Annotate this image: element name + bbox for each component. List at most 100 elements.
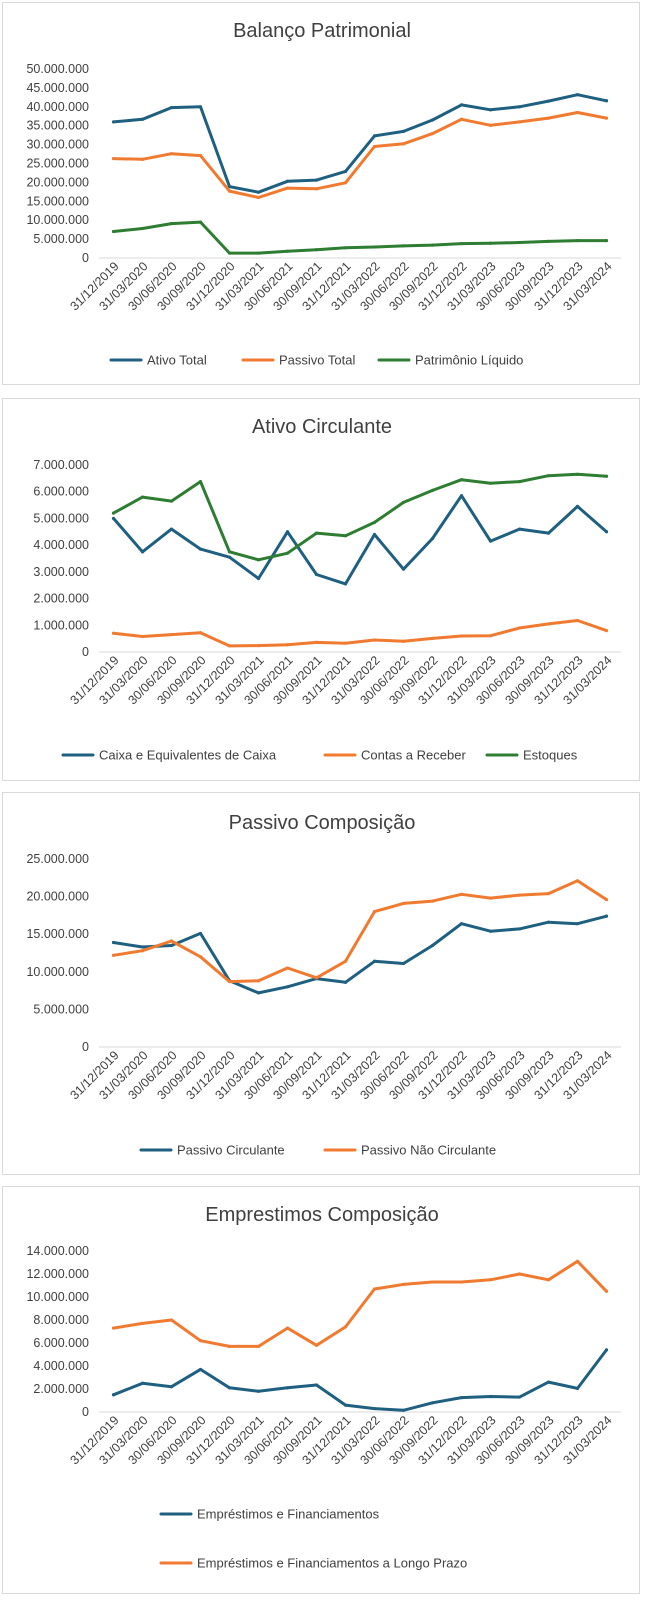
chart-panel-balanco: Balanço Patrimonial 0 5.000.000 10.000.000 1… xyxy=(2,2,640,385)
data-point xyxy=(314,187,319,191)
data-point xyxy=(517,240,522,245)
data-point xyxy=(256,251,261,255)
data-point xyxy=(575,618,580,623)
data-point xyxy=(546,920,551,924)
data-point xyxy=(488,539,493,543)
data-point xyxy=(372,959,377,963)
data-point xyxy=(459,1280,464,1284)
data-point xyxy=(169,152,174,156)
y-tick-label: 45.000.000 xyxy=(26,81,89,95)
data-point xyxy=(140,226,145,231)
data-point xyxy=(459,892,464,896)
data-point xyxy=(111,229,116,234)
y-tick-label: 2.000.000 xyxy=(33,1382,89,1396)
data-point xyxy=(372,520,377,525)
data-point xyxy=(604,474,609,478)
chart-svg: Passivo Composição 0 5.000.000 10.000.000 15… xyxy=(26,812,621,1158)
data-point xyxy=(488,1278,493,1282)
data-point xyxy=(198,1339,203,1343)
y-tick-label: 4.000.000 xyxy=(33,538,89,552)
series-line xyxy=(112,472,608,562)
data-point xyxy=(517,479,522,484)
legend-label: Passivo Circulante xyxy=(177,1143,285,1158)
y-tick-label: 25.000.000 xyxy=(26,852,89,866)
data-point xyxy=(198,479,203,484)
chart-title: Emprestimos Composição xyxy=(205,1204,438,1226)
data-point xyxy=(372,1406,377,1411)
y-tick-label: 15.000.000 xyxy=(26,194,89,208)
y-tick-label: 6.000.000 xyxy=(33,1336,89,1350)
data-point xyxy=(488,481,493,485)
y-tick-label: 1.000.000 xyxy=(33,618,89,632)
chart-title: Passivo Composição xyxy=(229,812,416,834)
data-point xyxy=(430,118,435,122)
y-tick-label: 25.000.000 xyxy=(26,157,89,171)
chart-panel-passivo-composicao: Passivo Composição 0 5.000.000 10.000.000 15… xyxy=(2,792,640,1175)
y-tick-label: 20.000.000 xyxy=(26,890,89,904)
data-point xyxy=(140,1321,145,1326)
data-point xyxy=(604,898,609,902)
data-point xyxy=(343,246,348,250)
legend-label: Passivo Não Circulante xyxy=(361,1143,496,1158)
data-point xyxy=(546,474,551,478)
data-point xyxy=(111,1326,116,1330)
data-point xyxy=(227,644,232,648)
data-point xyxy=(575,110,580,115)
data-point xyxy=(343,980,348,984)
data-point xyxy=(372,1287,377,1291)
data-point xyxy=(198,105,203,109)
data-point xyxy=(169,939,174,943)
series-line xyxy=(112,1348,608,1412)
data-point xyxy=(575,93,580,97)
data-point xyxy=(488,1394,493,1399)
data-point xyxy=(488,896,493,900)
data-point xyxy=(459,634,464,638)
y-tick-label: 14.000.000 xyxy=(26,1244,89,1258)
data-point xyxy=(459,922,464,926)
data-point xyxy=(256,558,261,562)
data-point xyxy=(401,901,406,905)
y-tick-label: 30.000.000 xyxy=(26,138,89,152)
data-point xyxy=(343,1403,348,1407)
data-point xyxy=(575,879,580,883)
data-point xyxy=(285,1386,290,1390)
data-point xyxy=(517,120,522,124)
data-point xyxy=(575,504,580,509)
data-point xyxy=(285,966,290,970)
data-point xyxy=(343,534,348,538)
data-point xyxy=(198,547,203,551)
data-point xyxy=(256,195,261,200)
y-tick-label: 20.000.000 xyxy=(26,175,89,189)
data-point xyxy=(517,893,522,897)
data-point xyxy=(372,134,377,138)
data-point xyxy=(459,1396,464,1400)
data-point xyxy=(314,178,319,182)
data-point xyxy=(256,1389,261,1393)
data-point xyxy=(604,239,609,243)
data-point xyxy=(488,108,493,112)
data-point xyxy=(546,239,551,243)
data-point xyxy=(314,640,319,644)
series-line xyxy=(112,914,608,995)
chart-svg: Emprestimos Composição 0 2.000.000 4.000.00… xyxy=(26,1204,621,1571)
data-point xyxy=(314,248,319,252)
data-point xyxy=(546,1380,551,1384)
y-tick-label: 2.000.000 xyxy=(33,592,89,606)
data-point xyxy=(227,979,232,984)
data-point xyxy=(285,530,290,534)
y-tick-label: 10.000.000 xyxy=(26,1290,89,1304)
data-point xyxy=(430,636,435,640)
data-point xyxy=(575,1386,580,1391)
data-point xyxy=(430,943,435,948)
y-tick-label: 0 xyxy=(82,251,89,265)
data-point xyxy=(546,116,551,120)
y-tick-label: 0 xyxy=(82,1040,89,1054)
data-point xyxy=(140,550,145,554)
series-line xyxy=(112,619,608,648)
data-point xyxy=(459,242,464,246)
data-point xyxy=(459,103,464,107)
legend-label: Patrimônio Líquido xyxy=(415,353,523,368)
data-point xyxy=(285,643,290,647)
data-point xyxy=(546,99,551,103)
data-point xyxy=(140,1381,145,1385)
